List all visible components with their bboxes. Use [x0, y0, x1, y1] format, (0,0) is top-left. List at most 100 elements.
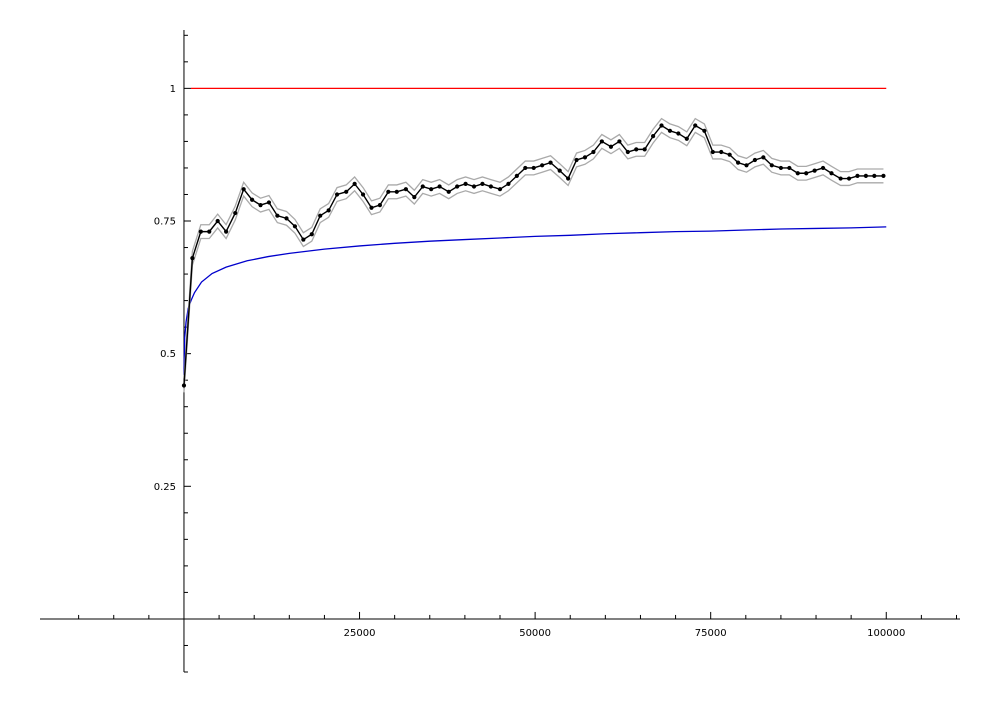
data-point — [207, 229, 212, 234]
data-point — [863, 173, 868, 179]
data-point — [497, 187, 503, 192]
data-point — [369, 205, 374, 210]
data-point — [778, 165, 784, 171]
data-point — [625, 149, 630, 155]
data-point — [744, 163, 749, 168]
data-point — [795, 171, 800, 176]
data-point — [735, 160, 741, 165]
data-point — [659, 123, 664, 128]
data-point — [566, 176, 571, 181]
data-point — [455, 184, 460, 189]
data-point — [574, 157, 579, 163]
data-point — [761, 155, 766, 160]
y-tick-label: 0.25 — [154, 482, 176, 493]
data-point — [702, 128, 707, 133]
data-point — [412, 195, 417, 200]
data-point — [531, 165, 536, 171]
data-point — [420, 184, 425, 189]
data-point — [301, 237, 306, 242]
data-point — [266, 200, 272, 205]
data-point — [241, 187, 246, 192]
data-point — [284, 216, 289, 221]
data-point — [352, 181, 357, 186]
data-point — [693, 123, 698, 128]
x-tick-label: 25000 — [344, 628, 376, 639]
data-point — [344, 189, 349, 194]
theoretical-curve-series — [183, 226, 887, 375]
data-point — [523, 165, 528, 171]
x-tick-label: 100000 — [867, 628, 905, 639]
data-point — [881, 173, 886, 179]
data-point — [215, 218, 220, 224]
data-point — [591, 149, 596, 155]
data-point — [872, 173, 877, 179]
confidence-upper-line — [183, 117, 884, 379]
data-point — [548, 160, 553, 165]
data-point — [676, 131, 681, 136]
data-point — [719, 149, 724, 155]
data-point — [846, 176, 852, 181]
data-point — [684, 136, 689, 141]
data-point — [540, 163, 545, 168]
data-point — [582, 155, 588, 160]
data-point — [617, 139, 622, 144]
empirical-series-line — [183, 124, 884, 386]
data-point — [224, 229, 229, 234]
data-point — [258, 202, 263, 208]
data-point — [198, 229, 203, 234]
data-point — [710, 149, 715, 155]
data-point — [446, 189, 451, 194]
data-point — [480, 181, 485, 186]
data-point — [599, 139, 604, 144]
data-point — [488, 184, 493, 189]
data-point — [514, 173, 519, 179]
data-point — [820, 165, 826, 171]
data-point — [557, 168, 562, 173]
data-point — [249, 197, 255, 202]
tick-labels: 25000 50000 75000 100000 0.25 0.5 0.75 1 — [154, 84, 906, 639]
data-point — [386, 189, 391, 194]
data-point — [642, 147, 647, 152]
data-point — [804, 171, 809, 176]
x-tick-label: 75000 — [695, 628, 727, 639]
data-point — [334, 192, 340, 197]
data-point — [233, 210, 238, 216]
data-point — [437, 184, 442, 189]
data-point — [318, 213, 323, 218]
data-point — [292, 224, 298, 229]
data-point — [787, 165, 792, 171]
data-point — [812, 168, 817, 173]
y-tick-label: 0.75 — [154, 217, 176, 228]
data-point — [727, 152, 732, 157]
data-point — [326, 208, 331, 213]
data-point — [275, 213, 280, 218]
data-point — [403, 187, 408, 192]
x-tick-label: 50000 — [519, 628, 551, 639]
confidence-lower-line — [183, 131, 884, 393]
data-point — [506, 181, 511, 186]
data-point — [394, 189, 399, 194]
data-point — [360, 192, 366, 197]
data-point — [190, 256, 195, 261]
data-point — [608, 144, 614, 149]
y-tick-label: 1 — [170, 84, 176, 95]
data-point — [667, 128, 673, 133]
data-point — [181, 383, 187, 388]
axes — [40, 30, 960, 673]
data-point — [752, 157, 758, 163]
series-layer — [181, 87, 887, 393]
data-point — [769, 163, 774, 168]
data-point — [471, 184, 477, 189]
data-point — [429, 187, 434, 192]
data-point — [855, 173, 860, 179]
data-point — [634, 147, 639, 152]
data-point — [650, 134, 656, 139]
data-point — [377, 202, 383, 208]
data-point — [838, 176, 843, 181]
y-tick-label: 0.5 — [160, 349, 176, 360]
data-point — [463, 181, 468, 186]
data-point — [309, 232, 314, 237]
data-point — [829, 171, 834, 176]
